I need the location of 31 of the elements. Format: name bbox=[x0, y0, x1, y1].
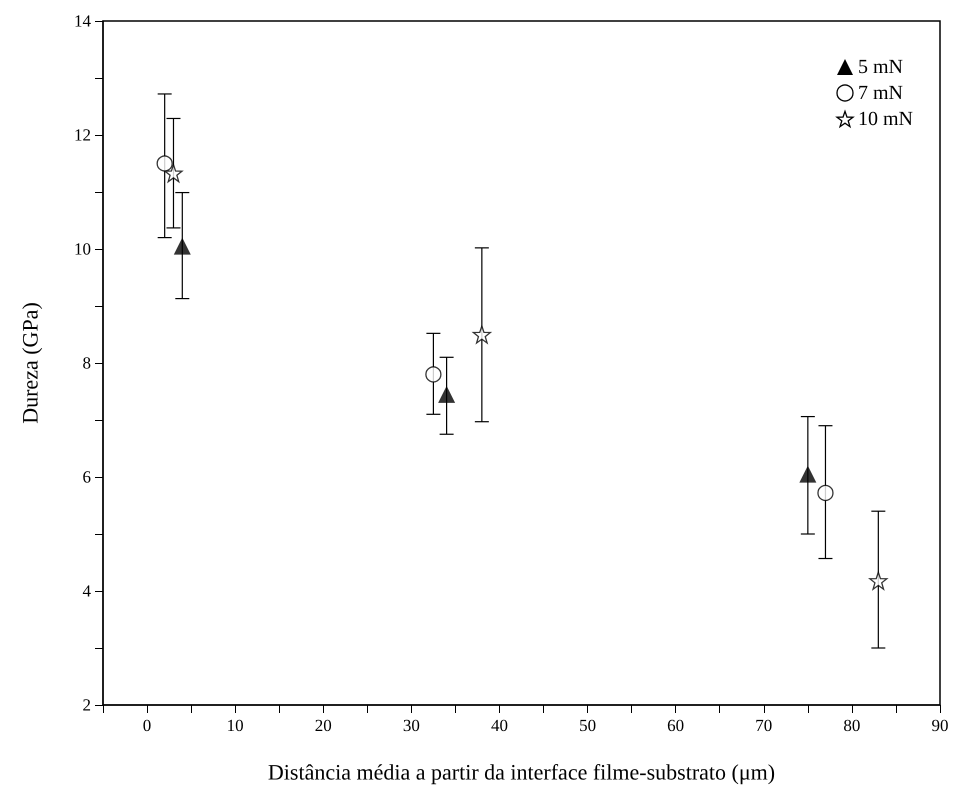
point bbox=[869, 572, 888, 590]
y-tick-label: 4 bbox=[82, 582, 92, 600]
x-tick-label: 60 bbox=[667, 716, 684, 735]
y-axis-title: Dureza (GPa) bbox=[18, 302, 42, 424]
y-tick-label: 2 bbox=[82, 696, 91, 714]
point bbox=[817, 484, 834, 502]
x-tick-label: 0 bbox=[142, 716, 152, 735]
x-tick-label: 20 bbox=[314, 716, 332, 735]
point bbox=[472, 325, 492, 344]
y-tick-label: 8 bbox=[82, 354, 91, 372]
x-tick-label: 90 bbox=[932, 716, 948, 735]
x-tick-label: 80 bbox=[843, 716, 860, 735]
x-tick-label: 10 bbox=[226, 716, 244, 735]
point bbox=[174, 238, 191, 255]
y-tick-label: 12 bbox=[74, 126, 91, 144]
point bbox=[425, 366, 442, 383]
y-tick-label: 6 bbox=[82, 468, 91, 486]
x-tick-label: 50 bbox=[579, 716, 596, 735]
x-tick-label: 30 bbox=[402, 716, 420, 735]
x-tick-label: 70 bbox=[755, 716, 772, 735]
y-tick-label: 14 bbox=[74, 12, 92, 30]
x-axis-title: Distância média a partir da interface filme-substrato (μm) bbox=[268, 760, 776, 784]
legend-label: 10 mN bbox=[858, 108, 913, 130]
point bbox=[799, 466, 816, 483]
x-tick-label: 40 bbox=[490, 716, 508, 735]
point bbox=[438, 386, 456, 403]
point bbox=[164, 164, 183, 182]
legend-label: 5 mN bbox=[858, 56, 903, 78]
legend-label: 7 mN bbox=[858, 82, 903, 104]
y-tick-label: 10 bbox=[74, 240, 91, 258]
point bbox=[156, 155, 173, 172]
